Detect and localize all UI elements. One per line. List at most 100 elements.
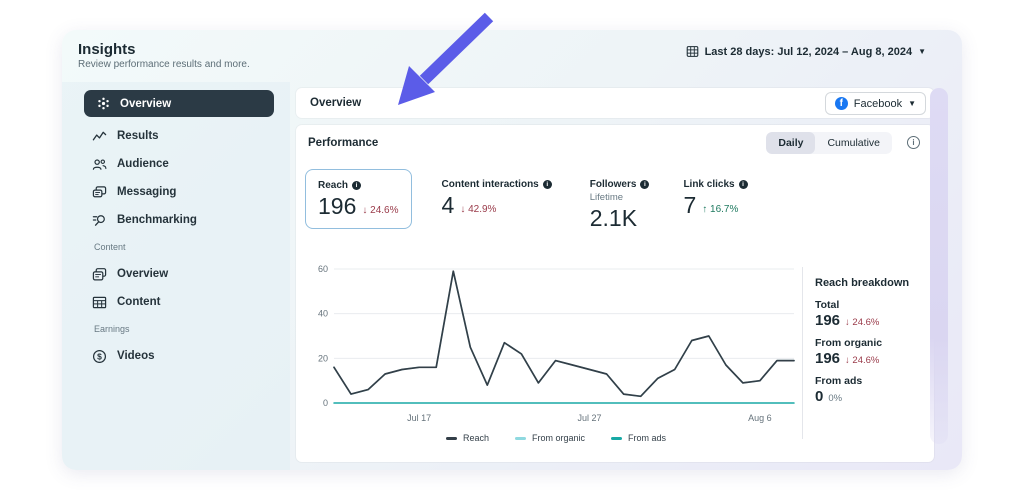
reach-swatch-icon xyxy=(445,436,457,440)
performance-title: Performance xyxy=(308,137,379,149)
info-icon: i xyxy=(640,180,650,189)
toggle-daily[interactable]: Daily xyxy=(766,132,816,154)
sidebar-section-content: Content xyxy=(94,242,126,252)
sidebar-item-results[interactable]: Results xyxy=(92,124,272,148)
breakdown-delta: 0% xyxy=(828,393,843,404)
channel-selector[interactable]: f Facebook ▼ xyxy=(824,92,926,115)
breakdown-row-label: Total xyxy=(815,299,840,311)
metric-label: Content interactions xyxy=(441,179,539,190)
legend-item-reach: Reach xyxy=(445,433,489,443)
date-range-label: Last 28 days: Jul 12, 2024 – Aug 8, 2024 xyxy=(704,45,913,58)
arrow-down-icon: ↓ xyxy=(845,317,850,328)
sidebar-item-label: Benchmarking xyxy=(117,214,197,226)
date-range-selector[interactable]: Last 28 days: Jul 12, 2024 – Aug 8, 2024… xyxy=(686,45,926,58)
results-icon xyxy=(92,131,107,140)
sidebar-item-label: Overview xyxy=(120,97,172,110)
dollar-circle-icon: $ xyxy=(92,349,107,363)
sidebar: Overview Results Audience xyxy=(62,82,290,470)
sidebar-item-label: Audience xyxy=(117,158,169,170)
sidebar-item-audience[interactable]: Audience xyxy=(92,152,272,176)
arrow-down-icon: ↓ xyxy=(845,355,850,366)
metric-card-content-interactions[interactable]: Content interactions i 4 ↓ 42.9% xyxy=(430,169,564,227)
metric-delta: 24.6% xyxy=(370,205,399,216)
legend-item-from-organic: From organic xyxy=(514,433,585,443)
spark-icon xyxy=(98,97,109,110)
sidebar-item-label: Videos xyxy=(117,350,155,362)
metric-card-followers[interactable]: Followers i Lifetime 2.1K xyxy=(578,169,662,240)
metric-value: 7 xyxy=(683,192,697,218)
table-icon xyxy=(92,296,107,308)
info-icon: i xyxy=(738,180,748,189)
insights-panel: Insights Review performance results and … xyxy=(62,30,962,470)
sidebar-item-content-overview[interactable]: Overview xyxy=(92,262,272,286)
metric-card-link-clicks[interactable]: Link clicks i 7 ↑ 16.7% xyxy=(671,169,759,227)
info-icon: i xyxy=(352,181,362,190)
organic-swatch-icon xyxy=(514,436,526,440)
sidebar-item-label: Overview xyxy=(117,268,169,280)
sidebar-item-label: Results xyxy=(117,130,159,142)
metric-sublabel: Lifetime xyxy=(589,192,624,203)
svg-text:20: 20 xyxy=(318,353,328,363)
chevron-down-icon: ▼ xyxy=(918,46,926,56)
breakdown-value: 196 xyxy=(815,312,841,329)
info-icon: i xyxy=(542,180,552,189)
main-header-bar: Overview f Facebook ▼ xyxy=(296,88,934,118)
audience-icon xyxy=(92,158,107,170)
svg-text:$: $ xyxy=(97,351,102,361)
main-header-title: Overview xyxy=(310,97,362,109)
svg-text:40: 40 xyxy=(318,309,328,319)
metric-label: Reach xyxy=(318,180,349,191)
metric-delta: 16.7% xyxy=(710,204,739,215)
breakdown-row: 0 0% xyxy=(815,389,927,404)
svg-text:0: 0 xyxy=(323,398,328,408)
breakdown-row-label: From organic xyxy=(815,337,883,349)
arrow-down-icon: ↓ xyxy=(460,204,466,215)
chevron-down-icon: ▼ xyxy=(908,98,916,108)
messaging-icon xyxy=(92,185,107,197)
calendar-grid-icon xyxy=(686,46,698,57)
sidebar-item-messaging[interactable]: Messaging xyxy=(92,180,272,204)
scrollbar[interactable] xyxy=(930,88,948,444)
sidebar-item-videos[interactable]: $ Videos xyxy=(92,344,272,368)
breakdown-value: 0 xyxy=(815,388,824,405)
sidebar-item-label: Messaging xyxy=(117,186,177,198)
ads-swatch-icon xyxy=(611,436,622,440)
svg-text:Aug 6: Aug 6 xyxy=(748,413,772,423)
benchmarking-icon xyxy=(92,214,105,226)
performance-card: Performance Daily Cumulative i Reach i 1… xyxy=(296,125,934,462)
breakdown-delta: 24.6% xyxy=(852,355,880,366)
sidebar-item-overview[interactable]: Overview xyxy=(84,90,274,117)
sidebar-item-content[interactable]: Content xyxy=(92,290,272,314)
breakdown-row-label: From ads xyxy=(815,375,863,387)
pages-icon xyxy=(92,267,107,280)
metric-cards: Reach i 196 ↓ 24.6% Content interactions… xyxy=(305,169,760,240)
metric-value: 196 xyxy=(318,193,357,219)
breakdown-row: 196 ↓ 24.6% xyxy=(815,351,927,366)
svg-text:Jul 27: Jul 27 xyxy=(578,413,602,423)
sidebar-item-label: Content xyxy=(117,296,161,308)
reach-breakdown-panel: Reach breakdown Total 196 ↓ 24.6% From o… xyxy=(815,277,927,404)
chart-legend: Reach From organic From ads xyxy=(306,433,806,443)
toggle-cumulative[interactable]: Cumulative xyxy=(827,137,880,149)
legend-item-from-ads: From ads xyxy=(611,433,666,443)
breakdown-row: 196 ↓ 24.6% xyxy=(815,313,927,328)
metric-delta: 42.9% xyxy=(468,204,497,215)
page-title: Insights xyxy=(78,41,136,58)
breakdown-title: Reach breakdown xyxy=(815,277,910,289)
channel-selector-label: Facebook xyxy=(853,97,903,110)
metric-card-reach[interactable]: Reach i 196 ↓ 24.6% xyxy=(305,169,412,229)
sidebar-item-benchmarking[interactable]: Benchmarking xyxy=(92,208,272,232)
arrow-up-icon: ↑ xyxy=(702,204,708,215)
breakdown-delta: 24.6% xyxy=(852,317,880,328)
svg-text:60: 60 xyxy=(318,264,328,274)
facebook-icon: f xyxy=(834,97,848,110)
metric-value: 4 xyxy=(441,192,455,218)
breakdown-value: 196 xyxy=(815,350,841,367)
info-icon[interactable]: i xyxy=(907,136,920,149)
daily-cumulative-toggle: Daily Cumulative xyxy=(766,132,892,154)
metric-value: 2.1K xyxy=(589,205,638,231)
svg-text:Jul 17: Jul 17 xyxy=(407,413,431,423)
reach-line-chart: 0 20 40 60 Jul 17 Jul 27 Aug 6 xyxy=(318,264,795,423)
arrow-down-icon: ↓ xyxy=(362,205,368,216)
